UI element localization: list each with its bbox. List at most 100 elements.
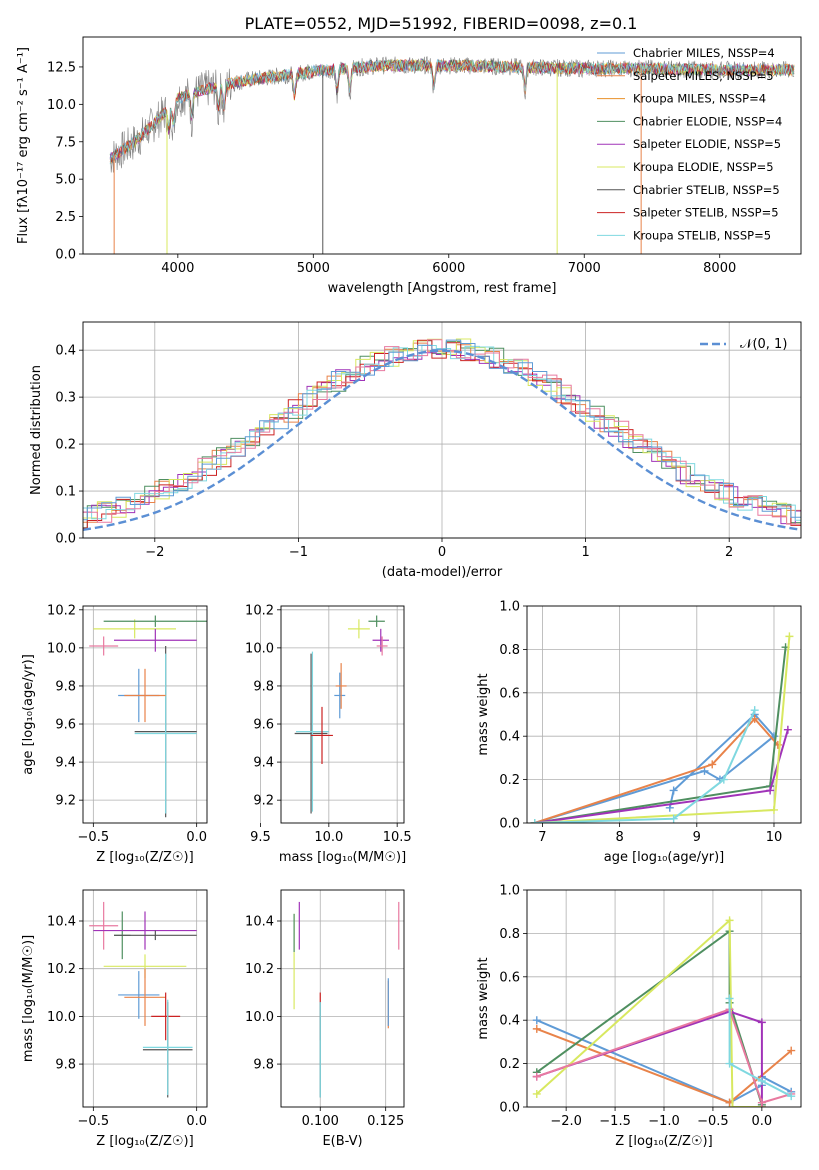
y-tick-label: 0.6 (499, 686, 520, 701)
x-tick-label: −0.5 (78, 830, 110, 845)
y-tick-label: 0.3 (55, 391, 76, 406)
weight-marker (725, 1059, 734, 1068)
weight-marker (757, 1076, 766, 1085)
y-tick-label: 12.5 (47, 60, 76, 75)
mass_vs_Z-xlabel: Z [log₁₀(Z/Z☉)] (96, 1134, 193, 1149)
y-tick-label: 0.0 (499, 817, 520, 832)
weight_vs_Z-lines (532, 916, 796, 1107)
weight-series-line (534, 709, 756, 823)
weight-series-line (536, 918, 762, 1107)
y-tick-label: 0.2 (55, 438, 76, 453)
legend-entry: Salpeter ELODIE, NSSP=5 (633, 137, 781, 151)
age_vs_mass-frame (280, 605, 405, 824)
gaussian-curve (83, 349, 801, 531)
histogram-steps (83, 338, 801, 531)
legend-entry: Chabrier STELIB, NSSP=5 (633, 183, 780, 197)
y-tick-label: 9.2 (253, 794, 274, 809)
weight_vs_age-ylabel: mass weight (476, 673, 491, 755)
weight_vs_Z-ylabel: mass weight (476, 957, 491, 1039)
mass_vs_ebv-frame (280, 889, 405, 1108)
residuals-frame (82, 321, 802, 539)
mass_vs_ebv-axes (277, 890, 404, 1111)
y-tick-label: 10.4 (245, 915, 274, 930)
x-tick-label: −2 (145, 545, 164, 560)
x-tick-label: 7 (538, 830, 546, 845)
x-tick-label: 0.0 (752, 1114, 773, 1129)
histogram-series (83, 345, 801, 521)
y-tick-label: 10.2 (47, 603, 76, 618)
weight_vs_age-xlabel: age [log₁₀(age/yr)] (604, 850, 725, 865)
weight-marker (757, 1098, 766, 1107)
weight_vs_Z-xlabel: Z [log₁₀(Z/Z☉)] (615, 1134, 712, 1149)
y-tick-label: 0.0 (499, 1101, 520, 1116)
x-tick-label: −1.0 (648, 1114, 680, 1129)
y-tick-label: 0.0 (55, 532, 76, 547)
weight-series-line (536, 1008, 792, 1104)
x-tick-label: 7000 (568, 261, 601, 276)
y-tick-label: 0.2 (499, 1057, 520, 1072)
histogram-series (83, 339, 801, 529)
mass_vs_Z-axes (79, 890, 207, 1111)
spectrum-lines (109, 56, 795, 254)
weight_vs_age-axes (523, 605, 801, 827)
x-tick-label: 0 (438, 545, 446, 560)
weight-marker (787, 1046, 796, 1055)
histogram-series (83, 339, 801, 525)
legend-entry: Kroupa ELODIE, NSSP=5 (633, 160, 774, 174)
legend-entry: Kroupa MILES, NSSP=4 (633, 92, 766, 106)
residuals-ylabel: Normed distribution (29, 365, 44, 495)
y-tick-label: 0.1 (55, 485, 76, 500)
weight-marker (719, 775, 728, 784)
x-tick-label: 9.5 (250, 830, 271, 845)
mass_vs_Z-frame (82, 889, 208, 1108)
y-tick-label: 10.2 (245, 962, 274, 977)
x-tick-label: 1 (581, 545, 589, 560)
weight-marker (725, 994, 734, 1003)
histogram-series (83, 340, 801, 529)
y-tick-label: 9.8 (55, 679, 76, 694)
weight-marker (769, 805, 778, 814)
spectrum-ylabel: Flux [fλ10⁻¹⁷ erg cm⁻² s⁻¹ A⁻¹] (16, 47, 31, 244)
y-tick-label: 0.4 (55, 344, 76, 359)
y-tick-label: 0.2 (499, 773, 520, 788)
weight-marker (783, 725, 792, 734)
y-tick-label: 9.6 (55, 718, 76, 733)
mass_vs_Z-ylabel: mass [log₁₀(M/M☉)] (21, 935, 36, 1062)
weight_vs_Z-frame (526, 889, 802, 1108)
y-tick-label: 9.4 (253, 756, 274, 771)
y-tick-label: 10.0 (245, 641, 274, 656)
x-tick-label: −1.5 (599, 1114, 631, 1129)
x-tick-label: 6000 (432, 261, 465, 276)
weight-marker (728, 1103, 737, 1107)
mass_vs_Z-points (89, 901, 197, 1098)
age_vs_Z-xlabel: Z [log₁₀(Z/Z☉)] (96, 850, 193, 865)
mass_vs_ebv-points (293, 901, 400, 1098)
figure-title: PLATE=0552, MJD=51992, FIBERID=0098, z=0… (245, 14, 638, 33)
x-tick-label: −0.5 (78, 1114, 110, 1129)
spectrum-xlabel: wavelength [Angstrom, rest frame] (328, 281, 557, 296)
legend-entry: Chabrier MILES, NSSP=4 (633, 46, 775, 60)
model-line-kroupa_stelib (109, 59, 795, 165)
weight-marker (669, 814, 678, 823)
weight-series-line (534, 636, 791, 823)
weight-marker (785, 632, 794, 641)
y-tick-label: 0.0 (55, 248, 76, 263)
age_vs_Z-frame (82, 605, 208, 824)
y-tick-label: 10.4 (47, 915, 76, 930)
age_vs_mass-xlabel: mass [log₁₀(M/M☉)] (279, 850, 406, 865)
weight-marker (787, 1092, 796, 1101)
spectrum-frame (82, 36, 802, 255)
weight-series-line (534, 729, 789, 823)
y-tick-label: 9.6 (253, 718, 274, 733)
x-tick-label: 0.125 (367, 1114, 404, 1129)
x-tick-label: 5000 (297, 261, 330, 276)
x-tick-label: 0.0 (186, 1114, 207, 1129)
weight_vs_age-lines (530, 632, 794, 823)
weight-series-line (728, 998, 792, 1098)
y-tick-label: 1.0 (499, 600, 520, 615)
x-tick-label: 8 (615, 830, 623, 845)
weight_vs_age-frame (526, 605, 802, 824)
y-tick-label: 0.4 (499, 730, 520, 745)
y-tick-label: 0.4 (499, 1014, 520, 1029)
